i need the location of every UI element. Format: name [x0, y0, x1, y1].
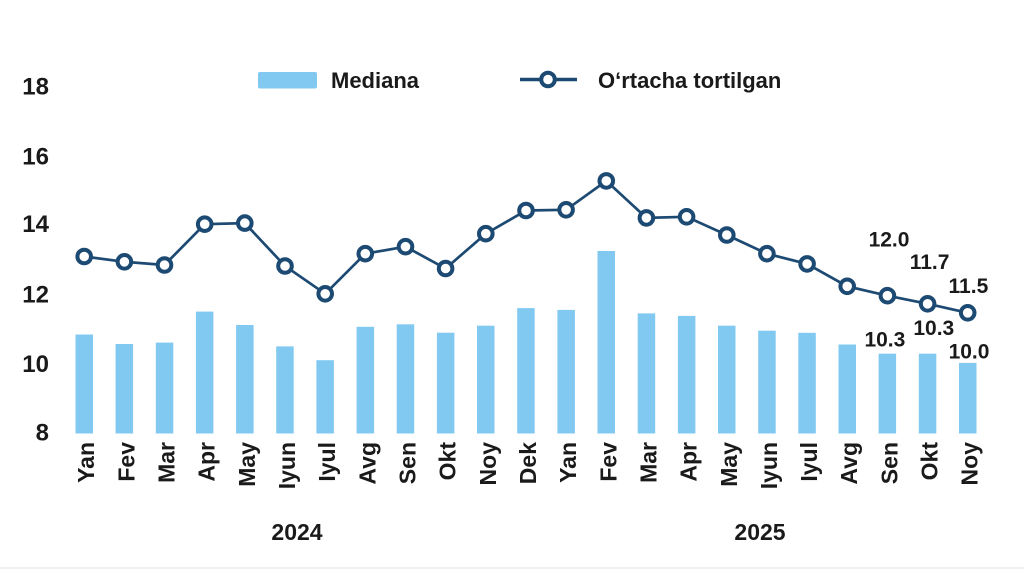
svg-text:Sen: Sen — [395, 442, 421, 484]
svg-text:12.0: 12.0 — [869, 229, 910, 252]
svg-text:Iyul: Iyul — [314, 442, 340, 482]
svg-text:Fev: Fev — [595, 442, 621, 482]
svg-text:11.5: 11.5 — [949, 275, 989, 298]
svg-text:2024: 2024 — [271, 519, 322, 545]
svg-text:2025: 2025 — [734, 519, 785, 545]
svg-text:10: 10 — [22, 351, 49, 378]
svg-text:11.7: 11.7 — [910, 251, 950, 274]
svg-text:Mar: Mar — [635, 442, 661, 483]
svg-text:Mar: Mar — [154, 442, 180, 483]
svg-text:Sen: Sen — [876, 442, 902, 484]
svg-text:14: 14 — [22, 211, 49, 238]
svg-text:Noy: Noy — [475, 442, 501, 486]
svg-text:18: 18 — [22, 73, 49, 100]
svg-text:Dek: Dek — [515, 442, 541, 484]
svg-text:10.3: 10.3 — [913, 317, 954, 340]
svg-text:Iyul: Iyul — [796, 442, 822, 482]
svg-text:Mediana: Mediana — [331, 68, 420, 93]
svg-text:8: 8 — [36, 420, 49, 447]
svg-text:Iyun: Iyun — [274, 442, 300, 489]
svg-text:12: 12 — [22, 282, 49, 309]
svg-text:Apr: Apr — [194, 442, 220, 482]
svg-text:Avg: Avg — [354, 442, 380, 485]
svg-text:May: May — [716, 442, 742, 487]
svg-text:Yan: Yan — [555, 442, 581, 483]
svg-text:Yan: Yan — [73, 442, 99, 483]
svg-text:10.0: 10.0 — [949, 341, 990, 364]
svg-text:10.3: 10.3 — [864, 329, 905, 352]
svg-text:16: 16 — [22, 144, 49, 171]
svg-text:Iyun: Iyun — [756, 442, 782, 489]
svg-text:Fev: Fev — [113, 442, 139, 482]
svg-text:Okt: Okt — [917, 442, 943, 481]
svg-text:Avg: Avg — [836, 442, 862, 485]
svg-text:Apr: Apr — [676, 442, 702, 482]
svg-text:O‘rtacha tortilgan: O‘rtacha tortilgan — [598, 68, 781, 93]
svg-text:May: May — [234, 442, 260, 487]
svg-text:Okt: Okt — [435, 442, 461, 481]
svg-text:Noy: Noy — [957, 442, 983, 486]
